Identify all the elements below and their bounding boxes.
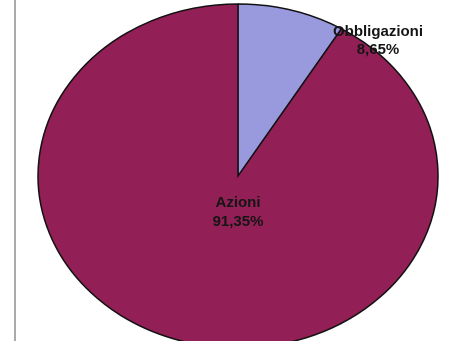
slice-value-obbligazioni: 8,65% xyxy=(357,41,400,58)
labels-layer: Obbligazioni 8,65% Azioni 91,35% xyxy=(213,23,423,230)
slice-label-azioni: Azioni xyxy=(216,194,261,211)
slice-value-azioni: 91,35% xyxy=(213,213,264,230)
slice-label-obbligazioni: Obbligazioni xyxy=(333,23,423,40)
slices-layer xyxy=(37,3,439,341)
pie-slice-obbligazioni xyxy=(237,3,343,179)
pie-slice-azioni xyxy=(37,3,439,341)
